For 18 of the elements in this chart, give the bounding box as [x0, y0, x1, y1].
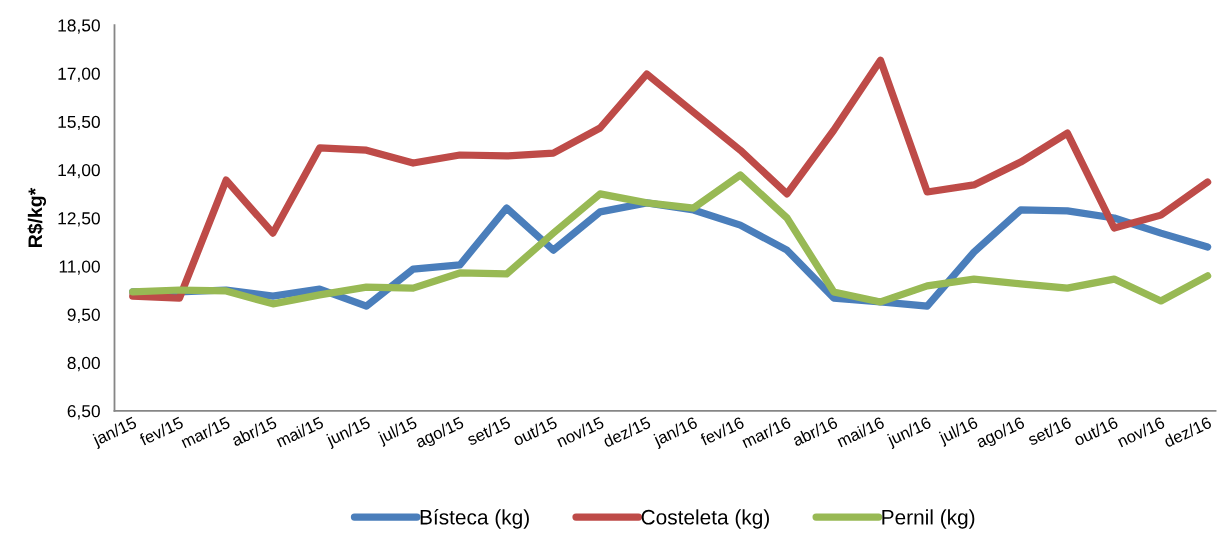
x-tick-label: set/16: [1026, 416, 1072, 446]
y-tick-label: 14,00: [58, 163, 100, 179]
y-tick-label: 17,00: [58, 67, 100, 82]
x-tick-label: out/16: [1072, 416, 1119, 447]
y-tick-label: 15,50: [58, 115, 100, 131]
legend-label: Bísteca (kg): [420, 509, 529, 529]
y-tick-label: 18,50: [58, 19, 100, 34]
x-tick-label: fev/16: [699, 416, 745, 446]
y-tick-label: 11,00: [59, 260, 100, 275]
x-tick-label: fev/15: [138, 416, 184, 446]
y-tick-label: 12,50: [58, 212, 100, 227]
legend-label: Pernil (kg): [882, 509, 975, 529]
y-tick-label: 8,00: [67, 356, 100, 372]
y-tick-label: 9,50: [67, 308, 100, 323]
x-tick-label: out/15: [511, 416, 558, 447]
x-tick-label: set/15: [465, 416, 512, 446]
y-axis-title: R$/kg*: [27, 187, 47, 247]
legend-label: Costeleta (kg): [641, 509, 769, 529]
